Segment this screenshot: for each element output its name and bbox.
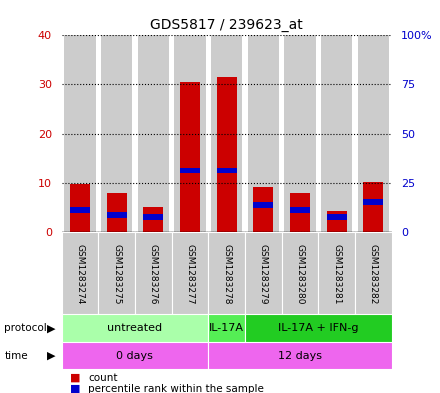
Bar (208, 314, 245, 342)
Bar (363, 182, 383, 232)
Text: ▶: ▶ (47, 351, 55, 361)
Bar (138, 35, 169, 232)
Bar (106, 193, 127, 232)
Text: IL-17A: IL-17A (209, 323, 244, 333)
Bar (326, 214, 347, 220)
Bar (211, 35, 242, 232)
Bar (180, 82, 200, 232)
Bar (62, 232, 98, 314)
Text: GSM1283280: GSM1283280 (295, 244, 304, 305)
Text: GSM1283278: GSM1283278 (222, 244, 231, 305)
Text: GSM1283282: GSM1283282 (369, 244, 378, 305)
Bar (282, 232, 318, 314)
Text: time: time (4, 351, 28, 361)
Bar (208, 232, 245, 314)
Text: 12 days: 12 days (278, 351, 322, 361)
Bar (216, 77, 237, 232)
Bar (143, 214, 163, 220)
Bar (62, 314, 208, 342)
Text: ■: ■ (70, 373, 81, 383)
Bar (321, 35, 352, 232)
Bar (64, 35, 95, 232)
Text: percentile rank within the sample: percentile rank within the sample (88, 384, 264, 393)
Text: GSM1283281: GSM1283281 (332, 244, 341, 305)
Bar (143, 207, 163, 232)
Bar (180, 167, 200, 173)
Text: IL-17A + IFN-g: IL-17A + IFN-g (278, 323, 359, 333)
Bar (326, 211, 347, 232)
Text: ▶: ▶ (47, 323, 55, 333)
Bar (245, 314, 392, 342)
Bar (253, 187, 273, 232)
Bar (363, 199, 383, 205)
Text: GSM1283276: GSM1283276 (149, 244, 158, 305)
Bar (216, 167, 237, 173)
Bar (358, 35, 389, 232)
Bar (174, 35, 205, 232)
Bar (318, 232, 355, 314)
Bar (106, 212, 127, 218)
Text: untreated: untreated (107, 323, 162, 333)
Bar (355, 232, 392, 314)
Text: GSM1283274: GSM1283274 (75, 244, 84, 305)
Bar (253, 202, 273, 208)
Text: protocol: protocol (4, 323, 47, 333)
Bar (135, 232, 172, 314)
Bar (290, 193, 310, 232)
Text: GSM1283275: GSM1283275 (112, 244, 121, 305)
Bar (290, 207, 310, 213)
Text: ■: ■ (70, 384, 81, 393)
Bar (101, 35, 132, 232)
Bar (70, 207, 90, 213)
Text: GSM1283277: GSM1283277 (185, 244, 194, 305)
Bar (208, 342, 392, 369)
Bar (70, 184, 90, 232)
Bar (172, 232, 208, 314)
Text: 0 days: 0 days (117, 351, 154, 361)
Bar (245, 232, 282, 314)
Bar (98, 232, 135, 314)
Bar (62, 342, 208, 369)
Text: GSM1283279: GSM1283279 (259, 244, 268, 305)
Text: count: count (88, 373, 117, 383)
Bar (248, 35, 279, 232)
Bar (284, 35, 315, 232)
Title: GDS5817 / 239623_at: GDS5817 / 239623_at (150, 18, 303, 31)
